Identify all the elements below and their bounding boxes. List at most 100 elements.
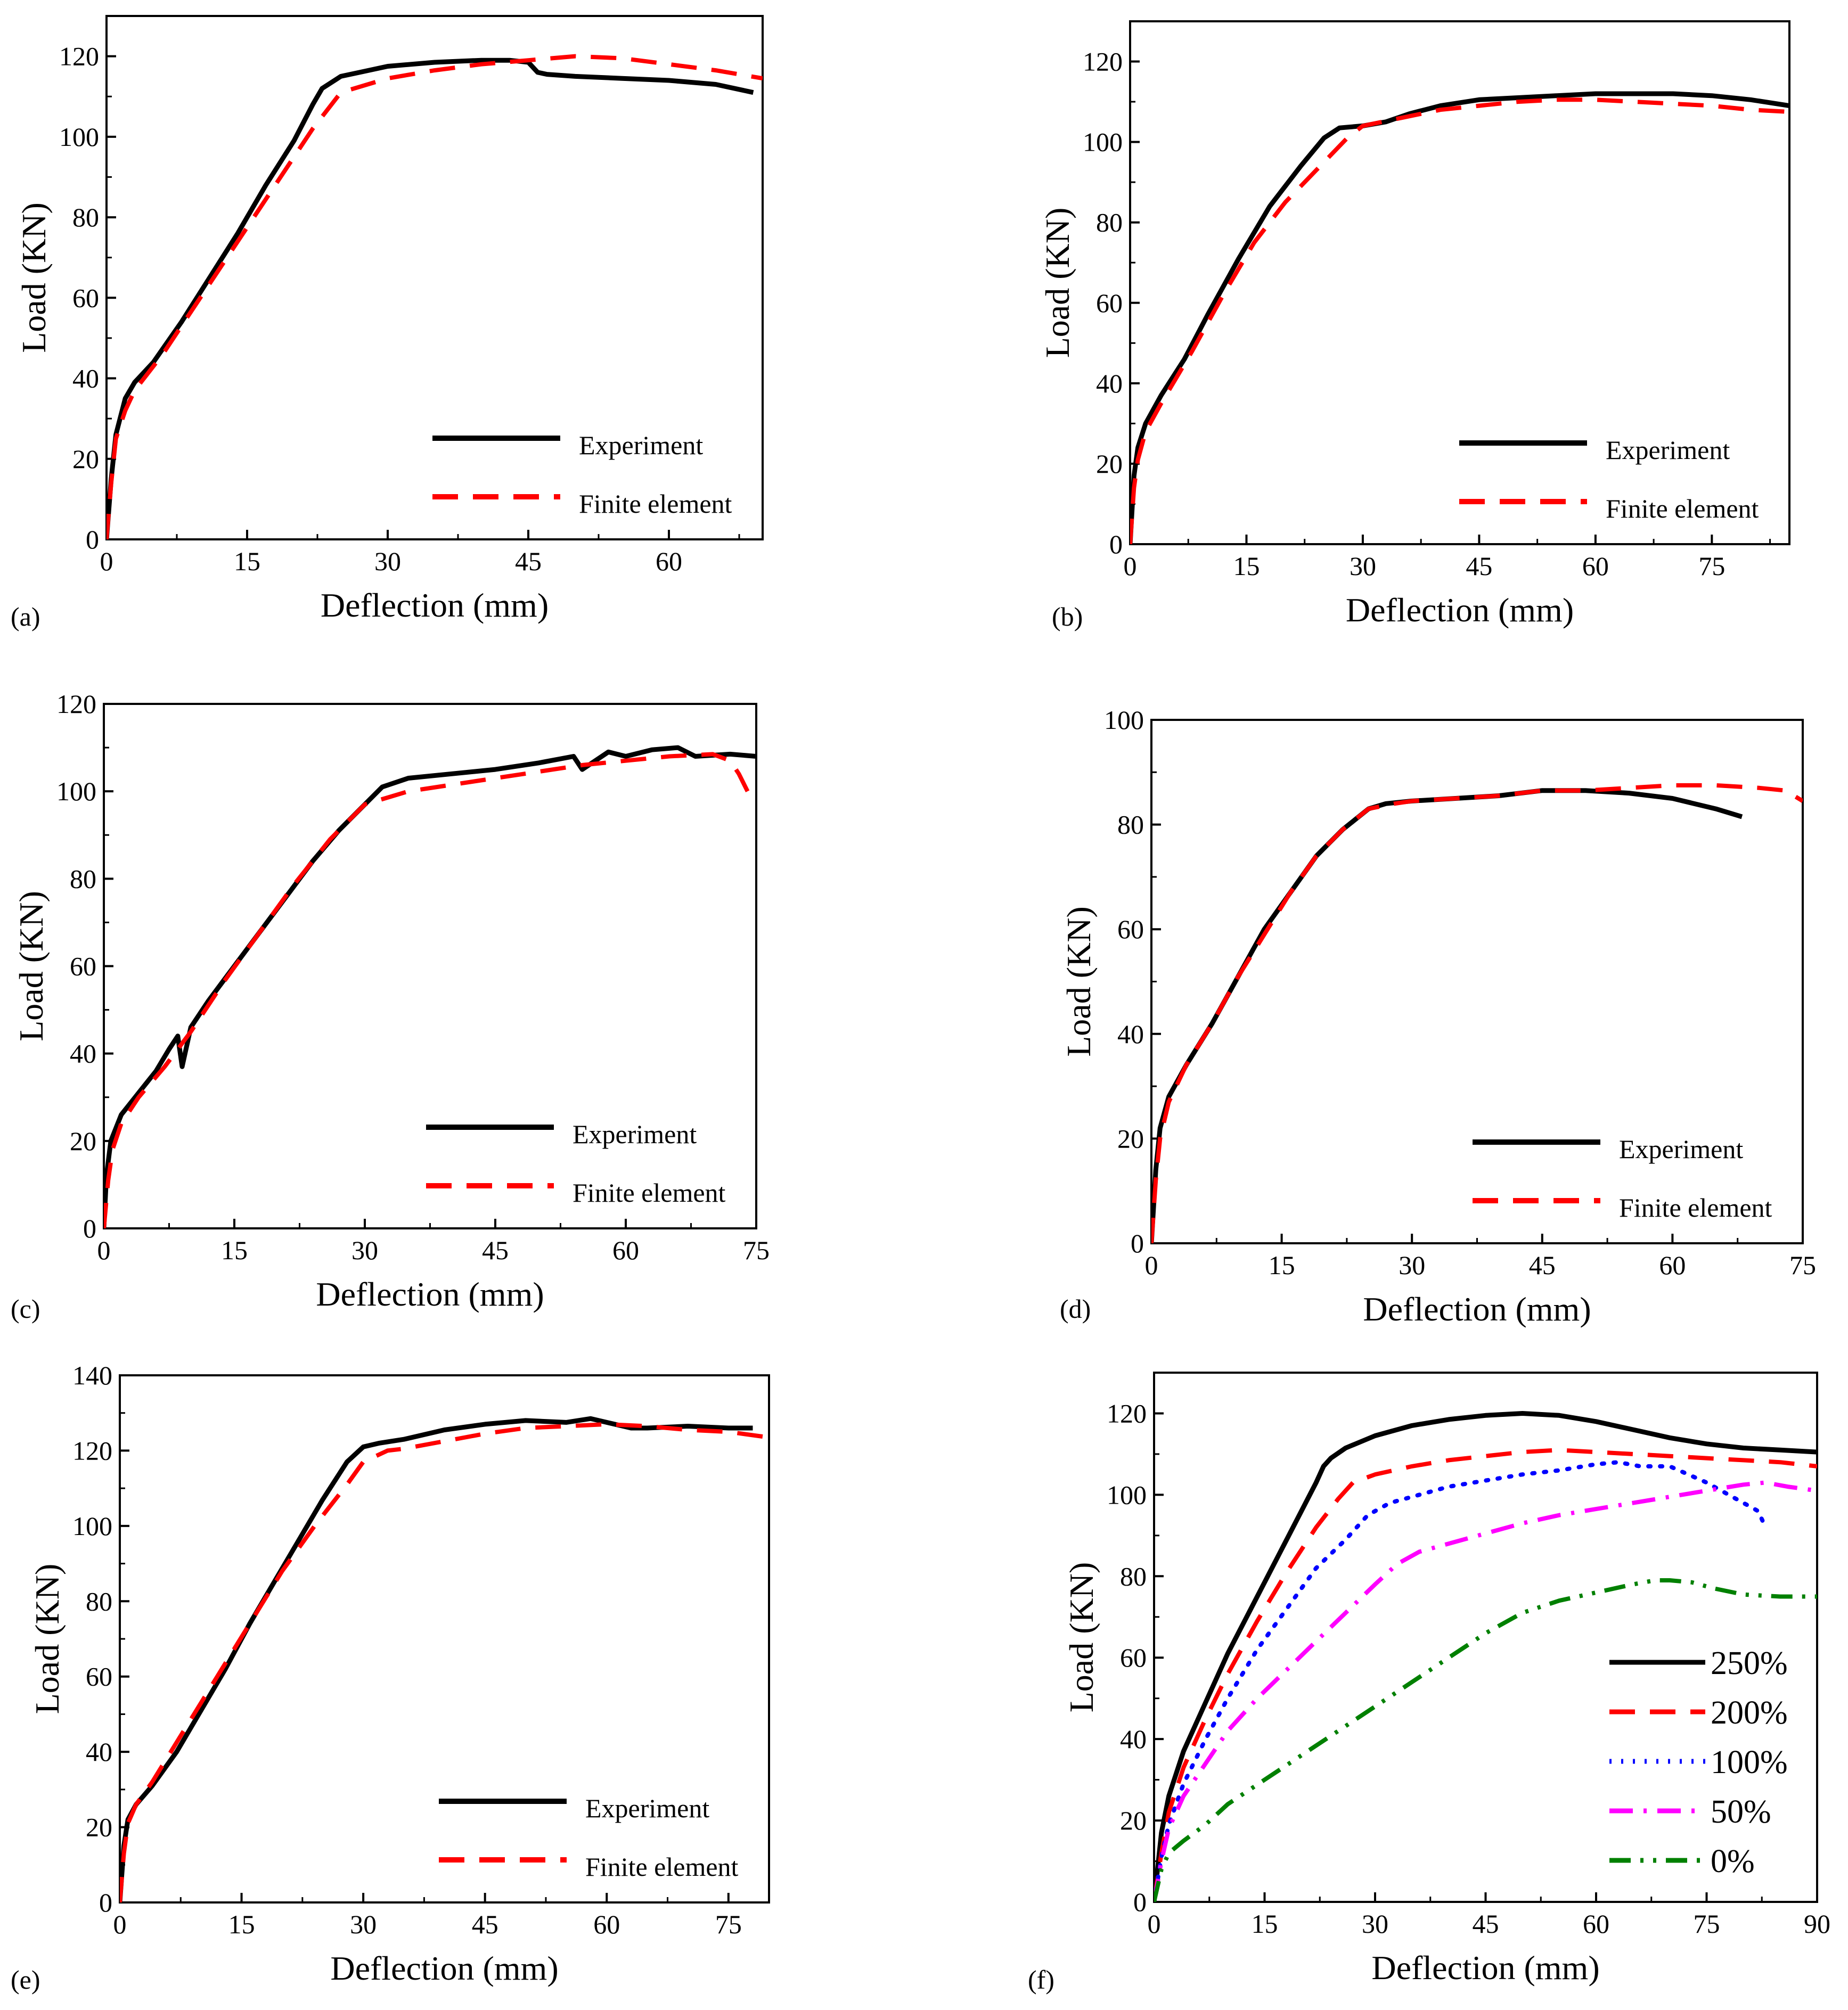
legend: Experiment Finite element [432, 430, 732, 519]
series-group [1151, 783, 1803, 1243]
x-tick-label: 45 [1473, 1909, 1499, 1939]
legend: Experiment Finite element [1459, 435, 1759, 523]
chart-panel-5: 0 15 30 45 60 75 0 20 40 60 80 100 120 140 Deflection … [11, 1360, 770, 1995]
chart-panel-4: 0 15 30 45 60 75 0 20 40 60 80 100 Deflection (mm) Lo… [1060, 705, 1816, 1328]
legend: Experiment Finite element [426, 1119, 726, 1208]
y-tick-label: 40 [72, 364, 99, 393]
series-line-experiment [120, 1416, 753, 1902]
plot-frame [103, 703, 757, 1229]
series-line-finite-element [1130, 97, 1789, 544]
y-tick-label: 60 [1117, 914, 1144, 944]
y-tick-label: 60 [86, 1662, 112, 1692]
y-tick-label: 20 [72, 444, 99, 474]
series-line-experiment [107, 58, 754, 539]
x-tick-label: 45 [1529, 1250, 1556, 1280]
chart-panel-6: 0 15 30 45 60 75 90 0 20 40 60 80 100 120 Deflection (… [1028, 1372, 1830, 1995]
x-tick-label: 30 [1399, 1250, 1425, 1280]
panel-label: (f) [1028, 1965, 1054, 1995]
legend-label: Finite element [585, 1852, 739, 1882]
legend-label: Experiment [1619, 1134, 1743, 1164]
y-axis-label: Load (KN) [1039, 208, 1076, 358]
y-tick-label: 80 [1120, 1561, 1147, 1591]
y-tick-label: 60 [70, 951, 96, 981]
y-tick-label: 120 [56, 689, 96, 719]
y-tick-label: 40 [1096, 368, 1123, 398]
legend-label: 100% [1711, 1744, 1788, 1781]
y-tick-label: 80 [86, 1586, 112, 1616]
series-line-experiment [1151, 788, 1743, 1243]
x-tick-label: 45 [482, 1235, 509, 1265]
chart-panel-1: 0 15 30 45 60 0 20 40 60 80 100 120 Deflection (mm) L… [11, 15, 764, 631]
chart-panel-3: 0 15 30 45 60 75 0 20 40 60 80 100 120 Deflection (mm… [11, 689, 770, 1324]
panel-label: (d) [1060, 1294, 1091, 1324]
y-tick-label: 120 [59, 42, 99, 71]
x-tick-label: 75 [1694, 1909, 1720, 1939]
x-tick-label: 0 [97, 1235, 111, 1265]
y-tick-label: 40 [1120, 1724, 1147, 1754]
y-tick-label: 100 [72, 1511, 112, 1541]
plot-frame [119, 1374, 770, 1904]
series-group [104, 745, 756, 1228]
x-tick-label: 15 [1233, 551, 1260, 581]
y-tick-label: 100 [56, 776, 96, 806]
x-tick-label: 30 [1362, 1909, 1388, 1939]
x-tick-label: 45 [1466, 551, 1492, 581]
x-axis-label: Deflection (mm) [1346, 591, 1574, 629]
y-tick-label: 20 [86, 1812, 112, 1842]
y-tick-label: 100 [1107, 1480, 1147, 1509]
legend-label: Finite element [1619, 1193, 1772, 1223]
y-tick-label: 20 [1120, 1806, 1147, 1835]
y-tick-label: 120 [1107, 1398, 1147, 1428]
x-tick-label: 60 [593, 1909, 620, 1939]
x-tick-label: 60 [1582, 551, 1609, 581]
y-tick-label: 100 [1083, 127, 1123, 157]
legend-label: Finite element [1606, 494, 1759, 523]
x-tick-label: 15 [221, 1235, 248, 1265]
y-tick-label: 80 [70, 864, 96, 893]
y-tick-label: 40 [1117, 1019, 1144, 1049]
x-tick-label: 30 [1350, 551, 1376, 581]
y-axis-label: Load (KN) [15, 202, 53, 353]
y-tick-label: 0 [99, 1888, 112, 1917]
x-tick-label: 15 [234, 546, 260, 576]
x-tick-label: 0 [1145, 1250, 1158, 1280]
legend-label: 0% [1711, 1843, 1755, 1880]
x-axis-label: Deflection (mm) [330, 1949, 558, 1987]
x-tick-label: 60 [1659, 1250, 1686, 1280]
y-tick-label: 140 [72, 1360, 112, 1390]
x-axis-label: Deflection (mm) [1363, 1290, 1591, 1328]
legend: 250% 200% 100% 50% 0% [1609, 1645, 1788, 1880]
x-tick-label: 45 [472, 1909, 498, 1939]
x-tick-label: 60 [1583, 1909, 1609, 1939]
x-tick-label: 30 [374, 546, 401, 576]
y-tick-label: 0 [83, 1213, 96, 1243]
legend-label: Experiment [1606, 435, 1730, 465]
x-tick-label: 90 [1804, 1909, 1830, 1939]
x-axis-label: Deflection (mm) [321, 586, 549, 624]
y-axis-label: Load (KN) [1060, 906, 1098, 1057]
x-tick-label: 60 [656, 546, 682, 576]
legend-label: Experiment [579, 430, 703, 460]
y-tick-label: 60 [72, 283, 99, 313]
panel-label: (e) [11, 1965, 40, 1995]
legend-label: 200% [1711, 1695, 1788, 1731]
y-axis-label: Load (KN) [1062, 1562, 1100, 1713]
x-tick-label: 60 [612, 1235, 639, 1265]
legend-label: Experiment [585, 1793, 709, 1823]
x-axis-label: Deflection (mm) [1371, 1949, 1599, 1987]
y-tick-label: 60 [1096, 288, 1123, 318]
x-tick-label: 75 [743, 1235, 770, 1265]
series-line-200 [1154, 1448, 1817, 1902]
x-tick-label: 0 [113, 1909, 127, 1939]
x-tick-label: 75 [715, 1909, 742, 1939]
x-tick-label: 30 [350, 1909, 377, 1939]
legend-label: 50% [1711, 1794, 1771, 1830]
series-line-experiment [104, 745, 756, 1228]
y-tick-label: 0 [1109, 529, 1123, 559]
series-line-100 [1154, 1460, 1768, 1902]
panel-label: (b) [1052, 602, 1083, 631]
x-tick-label: 45 [515, 546, 542, 576]
y-tick-label: 0 [1131, 1228, 1144, 1258]
y-tick-label: 100 [59, 122, 99, 152]
